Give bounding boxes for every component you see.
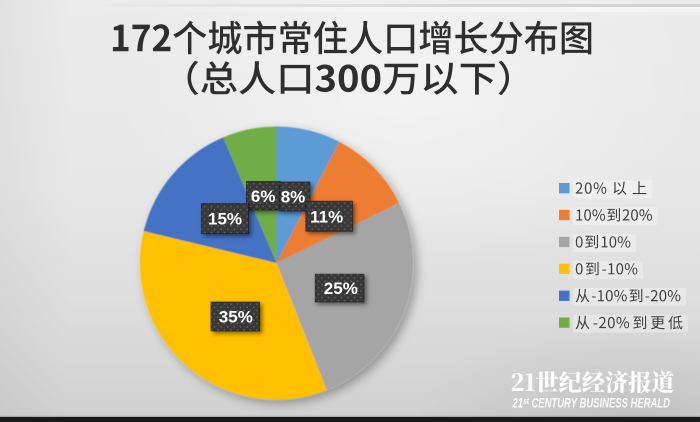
svg-text:15%: 15%: [208, 210, 242, 229]
svg-text:21ˢᵗ CENTURY BUSINESS HERALD: 21ˢᵗ CENTURY BUSINESS HERALD: [512, 396, 670, 411]
svg-text:25%: 25%: [324, 279, 358, 298]
svg-text:35%: 35%: [219, 308, 253, 327]
svg-text:11%: 11%: [310, 207, 343, 226]
svg-text:6%: 6%: [251, 187, 276, 206]
svg-text:8%: 8%: [281, 188, 306, 207]
